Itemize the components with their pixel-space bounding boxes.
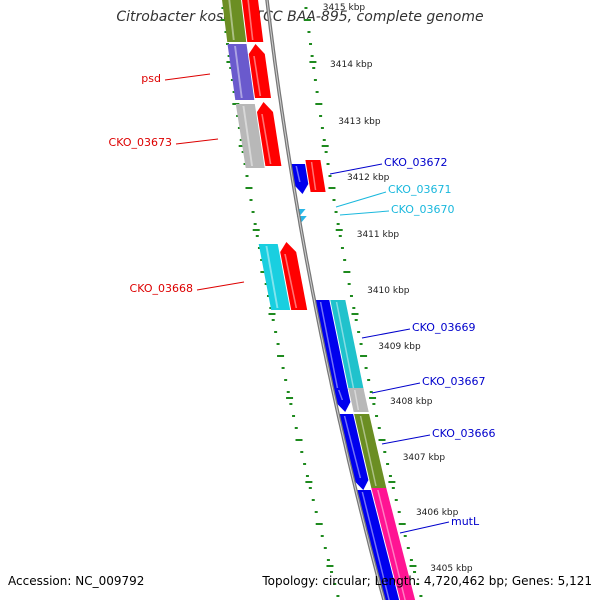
feature-cko03668-red-shape	[280, 242, 308, 310]
feature-cko03667-gray-gloss	[354, 390, 360, 410]
feature-cko03672-red	[305, 160, 326, 192]
feature-cko03672-blue-shape	[290, 164, 309, 194]
feature-cko03666-blue-shape	[338, 414, 369, 490]
feature-red-top-shape	[242, 0, 264, 42]
feature-cko03673-gray-shape	[235, 104, 265, 168]
feature-cko03666-olive	[354, 414, 387, 488]
gene-label[interactable]: CKO_03669	[412, 321, 475, 334]
feature-psd-red-gloss	[253, 56, 262, 96]
map-title: Citrobacter koseri ATCC BAA-895, complet…	[116, 9, 484, 25]
feature-cko03666-blue-gloss	[343, 416, 362, 478]
feature-cko03666-olive-shape	[354, 414, 387, 488]
gene-label-leader	[371, 382, 421, 394]
feature-olive-top-gloss	[228, 0, 235, 40]
gene-label[interactable]: CKO_03666	[432, 427, 495, 440]
accession-label: Accession: NC_009792	[8, 574, 145, 588]
feature-cko03669-cyan-shape	[330, 300, 364, 390]
gene-label[interactable]: CKO_03667	[422, 375, 485, 388]
kbp-tick-label: 3408 kbp	[390, 397, 433, 407]
feature-cko03669-cyan-gloss	[335, 302, 355, 388]
feature-psd-purple-shape	[227, 44, 255, 100]
backbone-highlight	[266, 0, 385, 600]
feature-cko03666-olive-gloss	[359, 416, 377, 486]
gene-label[interactable]: mutL	[451, 515, 480, 528]
feature-cko03669-blue-gloss	[319, 302, 339, 388]
kbp-tick-label: 3412 kbp	[347, 173, 390, 183]
feature-psd-purple-gloss	[234, 46, 243, 98]
gene-label[interactable]: CKO_03670	[391, 203, 454, 216]
feature-cko03666-blue	[338, 414, 369, 490]
gene-label[interactable]: CKO_03673	[109, 136, 172, 149]
kbp-tick-label: 3414 kbp	[330, 60, 373, 70]
feature-cko03672-red-shape	[305, 160, 326, 192]
kbp-tick-label: 3413 kbp	[338, 117, 381, 127]
kbp-tick-label: 3411 kbp	[357, 230, 400, 240]
feature-psd-purple	[227, 44, 255, 100]
gene-label-leader	[339, 210, 390, 216]
kbp-tick-label: 3415 kbp	[323, 3, 366, 13]
gene-label-leader	[175, 138, 219, 145]
feature-mutl-pink	[371, 488, 416, 600]
gene-label-leader	[361, 328, 411, 339]
feature-olive-top-shape	[222, 0, 247, 42]
feature-mutl-blue-shape	[355, 490, 400, 600]
feature-mutl-blue	[355, 490, 400, 600]
gene-label[interactable]: CKO_03672	[384, 156, 447, 169]
kbp-tick-label: 3407 kbp	[403, 453, 446, 463]
gene-features-layer	[222, 0, 416, 600]
feature-mutl-pink-shape	[371, 488, 416, 600]
feature-cko03673-red-shape	[257, 102, 282, 166]
feature-cko03667-blue	[332, 388, 351, 412]
gene-label[interactable]: CKO_03668	[130, 282, 193, 295]
feature-olive-top	[222, 0, 247, 42]
feature-mutl-blue-gloss	[361, 492, 390, 600]
feature-red-top	[242, 0, 264, 42]
topology-label: Topology: circular; Length: 4,720,462 bp…	[262, 574, 592, 588]
feature-cko03667-blue-gloss	[338, 390, 344, 400]
feature-cko03672-blue	[290, 164, 309, 194]
kbp-tick-label: 3405 kbp	[430, 564, 473, 574]
feature-cko03669-blue	[314, 300, 348, 390]
feature-cko03673-red	[257, 102, 282, 166]
kbp-tick-label: 3409 kbp	[378, 342, 421, 352]
feature-cko03668-red	[280, 242, 308, 310]
feature-cko03672-blue-gloss	[295, 166, 301, 182]
gene-label-leader	[399, 521, 450, 534]
gene-label-leader	[335, 191, 387, 208]
gene-label-leader	[329, 163, 383, 175]
feature-cko03668-cyan	[258, 244, 291, 310]
feature-cko03667-blue-shape	[332, 388, 351, 412]
backbone-layer	[265, 0, 386, 600]
gene-label[interactable]: CKO_03671	[388, 183, 451, 196]
feature-cko03667-gray-shape	[348, 388, 369, 412]
gene-labels-layer: psd CKO_03673 CKO_03668 CKO_03672 CKO_03671 C…	[109, 72, 495, 534]
feature-cko03672-red-gloss	[310, 162, 317, 190]
feature-cko03669-cyan	[330, 300, 364, 390]
kbp-tick-label: 3410 kbp	[367, 286, 410, 296]
feature-cko03673-gray	[235, 104, 265, 168]
gene-label[interactable]: psd	[141, 72, 161, 85]
feature-red-top-gloss	[247, 0, 254, 40]
feature-psd-red	[248, 44, 271, 98]
feature-mutl-pink-gloss	[377, 490, 406, 600]
feature-cko03673-red-gloss	[261, 114, 272, 164]
gene-label-leader	[381, 434, 431, 445]
feature-cko03669-blue-shape	[314, 300, 348, 390]
gene-label-leader	[164, 73, 211, 81]
feature-psd-red-shape	[248, 44, 271, 98]
kbp-labels-layer: 3415 kbp 3414 kbp 3413 kbp 3412 kbp 3411 kbp…	[323, 3, 473, 574]
feature-cko03668-red-gloss	[284, 254, 298, 308]
feature-cko03668-cyan-shape	[258, 244, 291, 310]
kbp-tick-label: 3406 kbp	[416, 508, 459, 518]
feature-cko03668-cyan-gloss	[265, 246, 279, 308]
gene-label-leader	[196, 281, 245, 291]
feature-cko03673-gray-gloss	[242, 106, 253, 166]
feature-cko03667-gray	[348, 388, 369, 412]
